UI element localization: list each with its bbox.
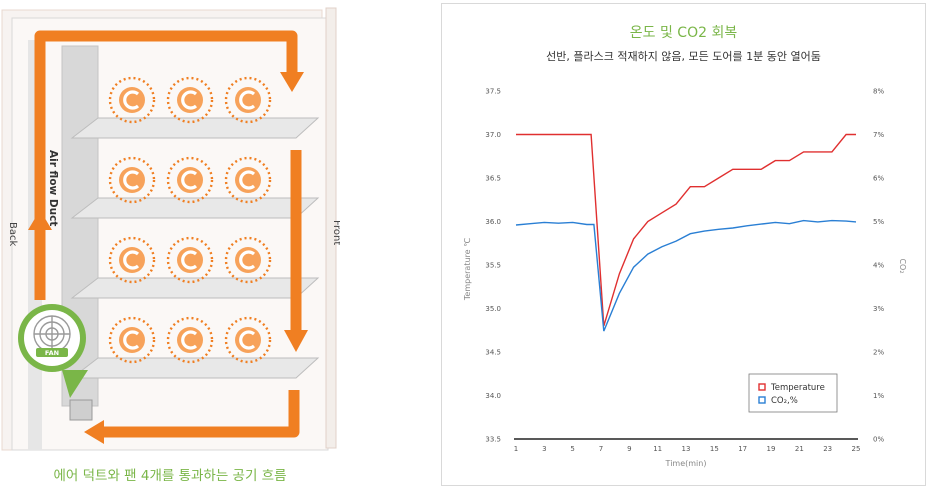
chart-title: 온도 및 CO2 회복 bbox=[629, 25, 738, 41]
shelf-2 bbox=[70, 197, 320, 219]
x-tick-label: 19 bbox=[767, 445, 776, 453]
y-tick-label: 37.0 bbox=[485, 131, 501, 139]
shelf-4 bbox=[70, 357, 320, 379]
x-tick-label: 1 bbox=[514, 445, 518, 453]
y-tick-label: 37.5 bbox=[485, 88, 501, 96]
arrow-head-down-1 bbox=[280, 72, 304, 92]
series-line-co2 bbox=[515, 219, 857, 332]
swirl-icon bbox=[166, 76, 214, 124]
y-axis-label: Temperature ℃ bbox=[463, 238, 472, 301]
legend-swatch-temperature bbox=[758, 383, 766, 391]
front-label: Front bbox=[331, 220, 340, 245]
x-tick-label: 23 bbox=[823, 445, 832, 453]
swirl-icon bbox=[108, 236, 156, 284]
x-tick-label: 13 bbox=[682, 445, 691, 453]
x-tick-label: 25 bbox=[852, 445, 861, 453]
x-axis-label: Time(min) bbox=[665, 459, 707, 468]
airflow-diagram: FAN Air flow Duct Back Front 에어 덕트와 팬 4개… bbox=[0, 0, 342, 492]
swirl-icons bbox=[108, 76, 272, 364]
legend-box bbox=[748, 373, 838, 413]
arrow-head-left bbox=[84, 420, 104, 444]
y-tick-label: 34.5 bbox=[485, 349, 501, 357]
y2-tick-label: 3% bbox=[873, 305, 884, 313]
x-tick-label: 11 bbox=[653, 445, 662, 453]
y2-tick-label: 1% bbox=[873, 392, 884, 400]
fan-icon bbox=[33, 315, 71, 353]
swirl-icon bbox=[108, 156, 156, 204]
fan-label-box bbox=[36, 348, 68, 357]
x-tick-label: 5 bbox=[570, 445, 574, 453]
airflow-path-top bbox=[34, 30, 298, 300]
swirl-icon bbox=[224, 316, 272, 364]
y2-tick-label: 2% bbox=[873, 349, 884, 357]
fan-label: FAN bbox=[45, 349, 59, 357]
chart-plot-area: 33.5 34.0 34.5 35.0 35.5 36.0 36.5 37.0 37.5 0% 1%… bbox=[485, 88, 884, 454]
y-tick-label: 35.5 bbox=[485, 262, 501, 270]
shelf-3 bbox=[70, 277, 320, 299]
cabinet-inner bbox=[11, 17, 329, 451]
swirl-icon bbox=[166, 156, 214, 204]
y2-tick-label: 4% bbox=[873, 262, 884, 270]
fan-badge: FAN bbox=[18, 304, 88, 398]
shelves bbox=[70, 117, 320, 379]
airflow-arrows bbox=[34, 30, 302, 438]
y2-tick-label: 7% bbox=[873, 131, 884, 139]
chart-svg: 33.5 34.0 34.5 35.0 35.5 36.0 36.5 37.0 37.5 0% 1%… bbox=[463, 88, 907, 469]
y-tick-label: 36.5 bbox=[485, 175, 501, 183]
diagram-caption: 에어 덕트와 팬 4개를 통과하는 공기 흐름 bbox=[53, 468, 287, 484]
y2-tick-label: 5% bbox=[873, 218, 884, 226]
fan-pointer bbox=[62, 370, 88, 398]
shelf-1 bbox=[70, 117, 320, 139]
y2-tick-label: 8% bbox=[873, 88, 884, 96]
back-label: Back bbox=[7, 222, 18, 246]
y2-tick-label: 0% bbox=[873, 436, 884, 444]
x-tick-label: 9 bbox=[627, 445, 631, 453]
x-tick-label: 15 bbox=[710, 445, 719, 453]
chart-panel: 온도 및 CO2 회복 선반, 플라스크 적재하지 않음, 모든 도어를 1분 … bbox=[441, 3, 926, 486]
y-tick-label: 36.0 bbox=[485, 218, 501, 226]
arrow-head-down-2 bbox=[284, 330, 308, 352]
vent-grille bbox=[69, 399, 93, 421]
swirl-icon bbox=[108, 316, 156, 364]
x-tick-label: 3 bbox=[542, 445, 546, 453]
airflow-path-bottom bbox=[100, 390, 300, 438]
legend-label-temperature: Temperature bbox=[770, 383, 825, 393]
y-tick-label: 34.0 bbox=[485, 392, 501, 400]
duct-label: Air flow Duct bbox=[47, 150, 59, 226]
y-tick-label: 33.5 bbox=[485, 436, 501, 444]
chart-legend: Temperature CO₂,% bbox=[748, 373, 838, 413]
legend-label-co2: CO₂,% bbox=[771, 396, 798, 406]
swirl-icon bbox=[224, 236, 272, 284]
y2-tick-label: 6% bbox=[873, 175, 884, 183]
swirl-icon bbox=[166, 316, 214, 364]
x-tick-label: 17 bbox=[738, 445, 747, 453]
chart-subtitle: 선반, 플라스크 적재하지 않음, 모든 도어를 1분 동안 열어둠 bbox=[546, 50, 821, 63]
y2-axis-label: CO₂ bbox=[898, 258, 907, 273]
swirl-icon bbox=[224, 76, 272, 124]
x-tick-label: 21 bbox=[795, 445, 804, 453]
swirl-icon bbox=[108, 76, 156, 124]
series-line-temperature bbox=[516, 133, 856, 327]
swirl-icon bbox=[224, 156, 272, 204]
swirl-icon bbox=[166, 236, 214, 284]
y-tick-label: 35.0 bbox=[485, 305, 501, 313]
airflow-diagram-svg: FAN Air flow Duct Back Front bbox=[1, 7, 342, 451]
arrow-head-up bbox=[28, 210, 52, 230]
legend-swatch-co2 bbox=[758, 396, 766, 404]
x-tick-label: 7 bbox=[599, 445, 603, 453]
cabinet-door bbox=[325, 7, 337, 449]
